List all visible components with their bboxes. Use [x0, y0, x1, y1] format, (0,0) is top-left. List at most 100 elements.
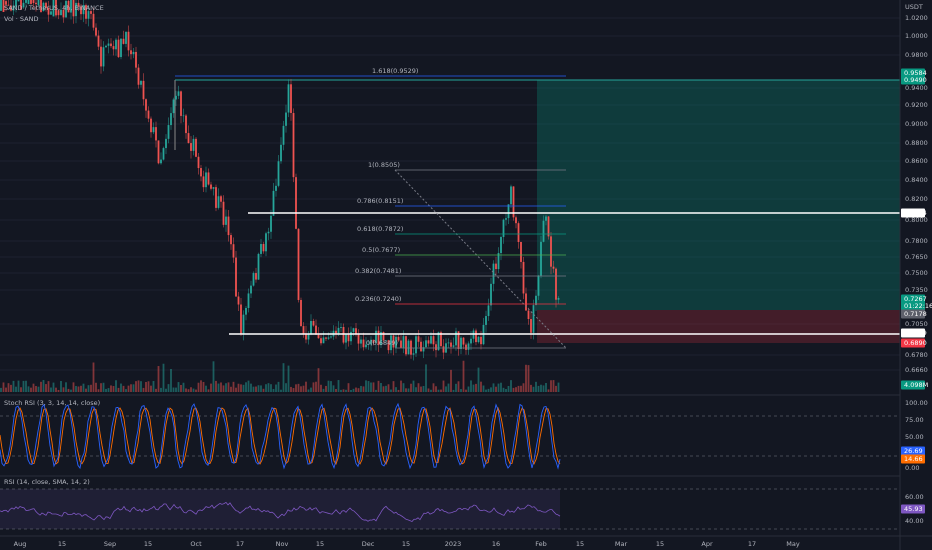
- volume-bar: [332, 385, 335, 392]
- volume-bar: [237, 383, 240, 392]
- volume-bar: [0, 387, 2, 392]
- volume-bar: [37, 386, 40, 392]
- volume-bar: [47, 381, 50, 392]
- volume-bar: [157, 366, 160, 392]
- candle: [200, 168, 202, 177]
- candle: [80, 6, 82, 15]
- volume-bar: [27, 386, 30, 392]
- candle: [150, 118, 152, 133]
- volume-bar: [215, 380, 217, 392]
- candle: [0, 0, 2, 11]
- volume-bar: [257, 385, 260, 392]
- candle: [485, 316, 487, 325]
- candle: [290, 84, 292, 113]
- volume-bar: [325, 385, 327, 392]
- candle: [95, 27, 97, 36]
- candle: [295, 177, 297, 229]
- candle: [385, 340, 387, 341]
- badge-label: 45.93: [904, 505, 923, 513]
- candle: [65, 0, 67, 18]
- candle: [515, 217, 517, 224]
- volume-bar: [542, 385, 545, 392]
- volume-bar: [520, 385, 522, 392]
- volume-bar: [2, 382, 5, 392]
- volume-bar: [407, 388, 410, 392]
- volume-bar: [32, 383, 35, 392]
- candle: [262, 244, 265, 252]
- fibonacci: 1.618(0.9529) 1(0.8505) 0.786(0.8151) 0.618…: [175, 67, 566, 349]
- volume-bar: [117, 387, 120, 392]
- candle: [510, 186, 512, 205]
- volume-bar: [67, 388, 70, 392]
- volume-bar: [145, 381, 147, 392]
- candle: [167, 125, 170, 139]
- volume-bar: [297, 383, 300, 392]
- candle: [22, 2, 25, 8]
- volume-bar: [465, 389, 467, 392]
- volume-bar: [230, 386, 232, 392]
- volume-bar: [225, 383, 227, 392]
- candle: [527, 310, 530, 320]
- candle: [380, 332, 382, 346]
- volume-bar: [357, 388, 360, 392]
- volume-bar: [72, 382, 75, 392]
- time-label: May: [786, 540, 800, 548]
- volume-bar: [430, 389, 432, 392]
- candle: [152, 127, 155, 133]
- candle: [525, 293, 527, 311]
- volume-bar: [177, 382, 180, 392]
- volume-bar: [552, 380, 555, 392]
- candle: [135, 51, 137, 68]
- candle: [265, 233, 267, 252]
- candle: [315, 325, 317, 335]
- volume-bar: [155, 388, 157, 392]
- volume-bar: [460, 389, 462, 392]
- candle: [330, 336, 332, 338]
- candle: [222, 201, 225, 225]
- volume-bar: [305, 381, 307, 392]
- candle: [192, 138, 195, 151]
- volume-bar: [87, 385, 90, 392]
- candle: [507, 204, 510, 219]
- volume-bar: [515, 387, 517, 392]
- badge-label: 0.6969: [904, 329, 927, 337]
- time-label: Feb: [535, 540, 547, 548]
- volume-bar: [557, 382, 560, 392]
- volume-bar: [182, 382, 185, 392]
- candle: [60, 9, 62, 16]
- volume-bar: [402, 383, 405, 392]
- volume-bar: [187, 389, 190, 392]
- volume-bar: [397, 389, 400, 392]
- candle: [82, 5, 85, 15]
- candle: [55, 0, 57, 16]
- fib-label: 0.786(0.8151): [357, 197, 403, 205]
- volume-bar: [462, 360, 465, 392]
- volume-bar: [310, 387, 312, 392]
- volume-bar: [7, 383, 10, 392]
- price-label: 1.0200: [905, 14, 928, 22]
- volume-bar: [57, 389, 60, 392]
- time-label: Aug: [14, 540, 27, 548]
- price-badge: [901, 338, 925, 348]
- badge-label: 0.9490: [904, 76, 927, 84]
- candle: [480, 336, 482, 345]
- volume-bar: [245, 382, 247, 392]
- volume-bar: [405, 388, 407, 392]
- grid: [0, 17, 900, 371]
- volume-bar: [212, 361, 215, 392]
- volume-bar: [265, 384, 267, 392]
- volume-bar: [60, 380, 62, 392]
- candle: [365, 344, 367, 348]
- candle: [372, 339, 375, 344]
- price-badge: [901, 504, 925, 514]
- volume-bar: [220, 382, 222, 392]
- volume-bar: [377, 380, 380, 392]
- volume-bar: [387, 384, 390, 392]
- volume-bar: [267, 383, 270, 392]
- candle: [30, 0, 32, 4]
- candle: [2, 0, 5, 12]
- volume-bar: [525, 364, 527, 392]
- volume-bar: [337, 380, 340, 392]
- volume-bar: [192, 388, 195, 392]
- candle: [27, 0, 30, 5]
